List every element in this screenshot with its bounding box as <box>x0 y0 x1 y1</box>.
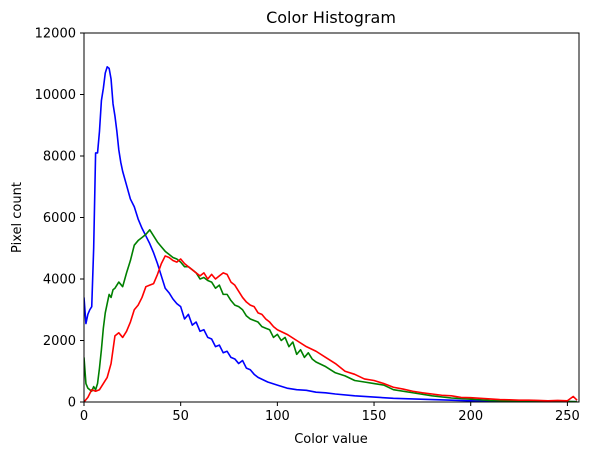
x-axis: 0 50 100 150 200 250 <box>80 402 580 424</box>
x-tick-label: 150 <box>362 409 387 424</box>
green-channel-line <box>84 229 578 402</box>
y-tick-label: 2000 <box>43 334 76 349</box>
chart-title: Color Histogram <box>266 8 396 27</box>
y-axis: 0 2000 4000 6000 8000 10000 12000 <box>35 27 84 411</box>
y-tick-label: 0 <box>68 396 76 411</box>
y-tick-label: 12000 <box>35 27 76 42</box>
series-layer <box>84 66 578 402</box>
x-tick-label: 250 <box>555 409 580 424</box>
x-tick-label: 50 <box>172 409 189 424</box>
x-tick-label: 0 <box>80 409 88 424</box>
y-tick-label: 4000 <box>43 273 76 288</box>
x-tick-label: 200 <box>458 409 483 424</box>
x-tick-label: 100 <box>265 409 290 424</box>
y-axis-label: Pixel count <box>10 182 25 253</box>
x-axis-label: Color value <box>294 432 368 447</box>
y-tick-label: 6000 <box>43 211 76 226</box>
red-channel-line <box>84 255 578 402</box>
y-tick-label: 8000 <box>43 150 76 165</box>
y-tick-label: 10000 <box>35 88 76 103</box>
blue-channel-line <box>84 66 578 402</box>
